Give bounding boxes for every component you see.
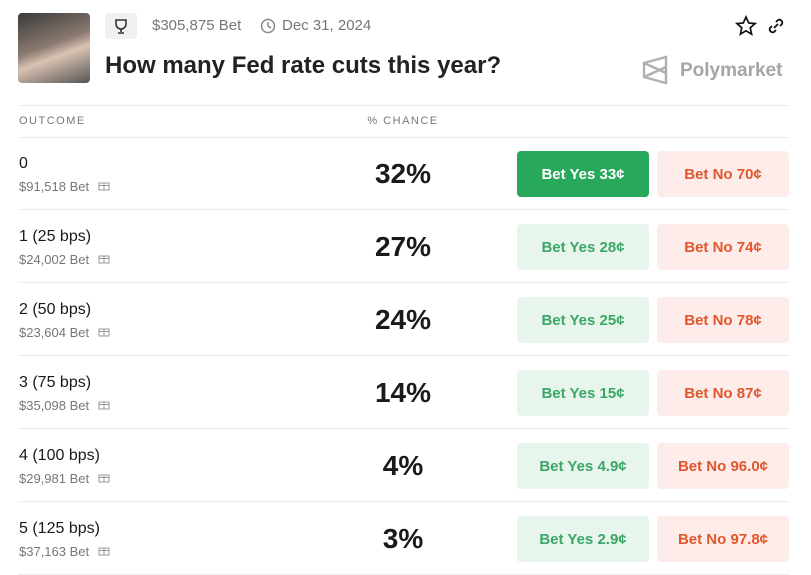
bet-no-button[interactable]: Bet No 74¢ [657,224,789,270]
bet-yes-button[interactable]: Bet Yes 25¢ [517,297,649,343]
outcome-name: 4 (100 bps) [19,447,100,464]
outcome-volume: $29,981 Bet [19,471,111,486]
bet-yes-button[interactable]: Bet Yes 15¢ [517,370,649,416]
brand-name: Polymarket [680,60,783,81]
bet-no-button[interactable]: Bet No 87¢ [657,370,789,416]
column-header: OUTCOME [19,115,86,127]
gift-icon [98,328,110,337]
outcome-chance: 27% [374,231,432,262]
end-date: Dec 31, 2024 [282,17,372,34]
bet-no-button[interactable]: Bet No 97.8¢ [657,516,789,562]
outcome-chance: 3% [382,523,424,554]
clock-icon [260,18,276,34]
outcome-chance: 24% [374,304,432,335]
bet-yes-button[interactable]: Bet Yes 2.9¢ [517,516,649,562]
divider [18,282,789,283]
outcome-name: 0 [19,155,28,172]
trophy-icon [105,13,137,39]
brand-logo [642,55,668,85]
outcome-chance: 4% [382,450,424,481]
outcome-volume: $35,098 Bet [19,398,111,413]
gift-icon [98,474,110,483]
outcome-name: 5 (125 bps) [19,520,100,537]
outcome-row: 0 $91,518 Bet 32% Bet Yes 33¢ Bet No 70¢ [0,137,811,210]
gift-icon [98,401,110,410]
page: $305,875 Bet Dec 31, 2024 How many Fed r… [0,13,811,575]
bet-yes-button[interactable]: Bet Yes 4.9¢ [517,443,649,489]
bet-no-button[interactable]: Bet No 96.0¢ [657,443,789,489]
link-icon[interactable] [765,15,787,37]
outcome-row: 3 (75 bps) $35,098 Bet 14% Bet Yes 15¢ Bet N… [0,356,811,429]
outcome-chance: 32% [374,158,432,189]
divider [18,137,789,138]
gift-icon [98,547,110,556]
outcome-volume: $37,163 Bet [19,544,111,559]
divider [18,428,789,429]
bet-no-button[interactable]: Bet No 78¢ [657,297,789,343]
divider [18,105,789,106]
bet-no-button[interactable]: Bet No 70¢ [657,151,789,197]
gift-icon [98,182,110,191]
outcome-name: 2 (50 bps) [19,301,92,318]
market-title: How many Fed rate cuts this year? [105,52,502,79]
outcome-name: 1 (25 bps) [19,228,92,245]
outcome-row: 2 (50 bps) $23,604 Bet 24% Bet Yes 25¢ Bet N… [0,283,811,356]
bet-yes-button[interactable]: Bet Yes 33¢ [517,151,649,197]
divider [18,209,789,210]
outcome-row: 1 (25 bps) $24,002 Bet 27% Bet Yes 28¢ Bet N… [0,210,811,283]
avatar [18,13,90,83]
outcome-name: 3 (75 bps) [19,374,92,391]
outcome-volume: $91,518 Bet [19,179,111,194]
outcome-volume: $24,002 Bet [19,252,111,267]
market-volume: $305,875 Bet [152,17,242,34]
gift-icon [98,255,110,264]
outcome-volume: $23,604 Bet [19,325,111,340]
outcome-chance: 14% [374,377,432,408]
column-header: % CHANCE [367,115,439,127]
trophy-glyph [115,19,127,34]
divider [18,355,789,356]
divider [18,501,789,502]
bet-yes-button[interactable]: Bet Yes 28¢ [517,224,649,270]
outcome-row: 4 (100 bps) $29,981 Bet 4% Bet Yes 4.9¢ Bet … [0,429,811,502]
star-icon[interactable] [735,15,757,37]
outcome-row: 5 (125 bps) $37,163 Bet 3% Bet Yes 2.9¢ Bet … [0,502,811,575]
